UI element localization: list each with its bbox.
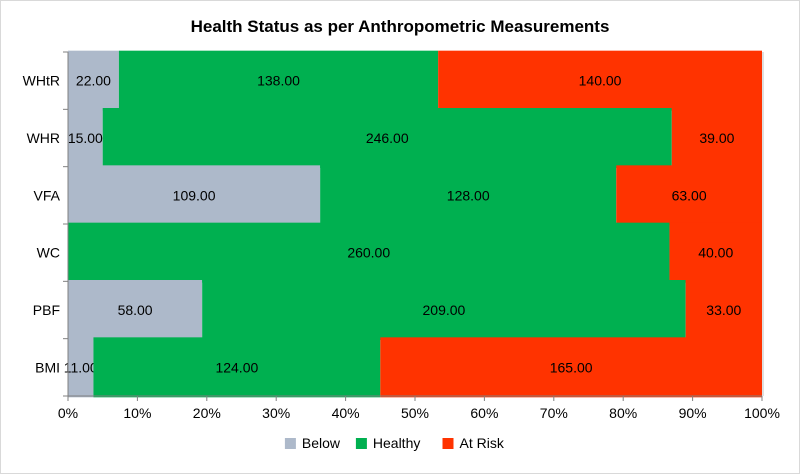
bar-vfa-below	[68, 165, 321, 226]
bar-whr-healthy	[102, 108, 672, 168]
data-label: 138.00	[257, 73, 300, 89]
legend-swatch-at-risk	[442, 438, 454, 449]
data-label: 33.00	[706, 302, 741, 318]
x-tick-label: 90%	[679, 405, 707, 421]
axes: WHtR WHR VFA WC PBF BMI 0% 10% 20% 30% 40% 50% 60% 70…	[23, 51, 780, 421]
x-tick-label: 40%	[332, 405, 360, 421]
bar-wc-at-risk	[669, 222, 762, 283]
legend-label: Healthy	[373, 435, 420, 451]
bar-whtr-healthy	[118, 50, 439, 111]
data-label: 58.00	[118, 302, 153, 318]
bar-whtr-at-risk	[438, 50, 762, 111]
bar-bmi-below	[68, 337, 94, 398]
data-label: 128.00	[447, 187, 490, 203]
x-tick-label: 70%	[540, 405, 568, 421]
data-label: 40.00	[698, 245, 733, 261]
category-label: WC	[37, 245, 60, 261]
data-label: 260.00	[347, 245, 390, 261]
data-label: 15.00	[68, 130, 103, 146]
x-tick-label: 50%	[401, 405, 429, 421]
x-tick-label: 80%	[609, 405, 637, 421]
bar-bmi-healthy	[93, 337, 381, 398]
x-tick-label: 60%	[470, 405, 498, 421]
bar-wc-healthy	[68, 222, 670, 283]
category-label: PBF	[33, 302, 60, 318]
bar-pbf-below	[68, 280, 203, 340]
data-label: 124.00	[215, 359, 258, 375]
data-label: 63.00	[672, 187, 707, 203]
bar-whr-below	[68, 108, 103, 168]
bar-whr-at-risk	[671, 108, 762, 168]
bar-vfa-at-risk	[616, 165, 762, 226]
data-label: 209.00	[423, 302, 466, 318]
bar-whtr-below	[68, 50, 119, 111]
data-label: 22.00	[76, 73, 111, 89]
legend-swatch-healthy	[355, 438, 367, 449]
data-label: 140.00	[579, 73, 622, 89]
x-tick-label: 10%	[123, 405, 151, 421]
bars: 22.00 138.00 140.00 15.00 246.00 39.00 109.00 1…	[64, 50, 762, 398]
category-label: VFA	[34, 187, 61, 203]
data-label: 11.00	[64, 359, 98, 375]
x-tick-label: 20%	[193, 405, 221, 421]
data-label: 165.00	[550, 359, 593, 375]
legend-swatch-below	[284, 438, 296, 449]
bar-pbf-healthy	[202, 280, 686, 340]
category-label: WHtR	[23, 73, 60, 89]
category-label: BMI	[35, 359, 60, 375]
bar-vfa-healthy	[320, 165, 617, 226]
x-tick-label: 0%	[58, 405, 78, 421]
legend-label: At Risk	[460, 435, 505, 451]
legend: Below Healthy At Risk	[284, 435, 505, 451]
bar-pbf-at-risk	[685, 280, 762, 340]
data-label: 246.00	[366, 130, 409, 146]
chart-title: Health Status as per Anthropometric Meas…	[191, 17, 610, 36]
bar-bmi-at-risk	[380, 337, 762, 398]
data-label: 109.00	[173, 187, 216, 203]
x-tick-label: 30%	[262, 405, 290, 421]
data-label: 39.00	[699, 130, 734, 146]
category-label: WHR	[27, 130, 60, 146]
x-tick-label: 100%	[744, 405, 780, 421]
legend-label: Below	[302, 435, 341, 451]
